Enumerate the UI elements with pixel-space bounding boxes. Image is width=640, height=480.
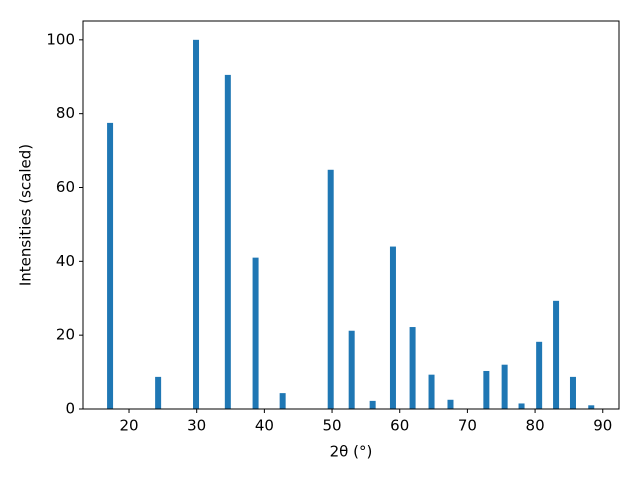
plot-frame bbox=[82, 20, 620, 410]
bar bbox=[348, 330, 355, 409]
bar bbox=[428, 374, 435, 409]
x-tick-label: 70 bbox=[458, 417, 477, 435]
bar bbox=[588, 405, 595, 409]
y-tick-label: 0 bbox=[65, 400, 75, 418]
x-axis-label: 2θ (°) bbox=[330, 443, 373, 461]
bar bbox=[483, 370, 490, 409]
bar bbox=[569, 376, 576, 409]
bar bbox=[369, 400, 376, 409]
bar bbox=[224, 74, 231, 410]
bar bbox=[193, 39, 200, 409]
y-tick-label: 40 bbox=[56, 252, 75, 270]
y-tick-label: 80 bbox=[56, 104, 75, 122]
bar bbox=[389, 246, 396, 409]
y-axis-label: Intensities (scaled) bbox=[17, 144, 35, 286]
y-tick-label: 100 bbox=[46, 30, 75, 48]
bar bbox=[327, 169, 334, 409]
x-tick-label: 90 bbox=[593, 417, 612, 435]
bar bbox=[409, 327, 416, 409]
bar bbox=[155, 376, 162, 409]
y-tick-label: 20 bbox=[56, 326, 75, 344]
bar bbox=[501, 364, 508, 409]
bar bbox=[447, 399, 454, 409]
bar bbox=[107, 122, 114, 409]
x-tick-label: 40 bbox=[255, 417, 274, 435]
bar bbox=[536, 341, 543, 409]
x-tick-label: 60 bbox=[390, 417, 409, 435]
x-tick-label: 30 bbox=[187, 417, 206, 435]
bar bbox=[279, 393, 286, 409]
x-tick-label: 20 bbox=[119, 417, 138, 435]
bar bbox=[518, 403, 525, 409]
bar bbox=[553, 300, 560, 409]
x-tick-label: 80 bbox=[526, 417, 545, 435]
bar bbox=[252, 257, 259, 409]
x-tick-label: 50 bbox=[323, 417, 342, 435]
y-tick-label: 60 bbox=[56, 178, 75, 196]
